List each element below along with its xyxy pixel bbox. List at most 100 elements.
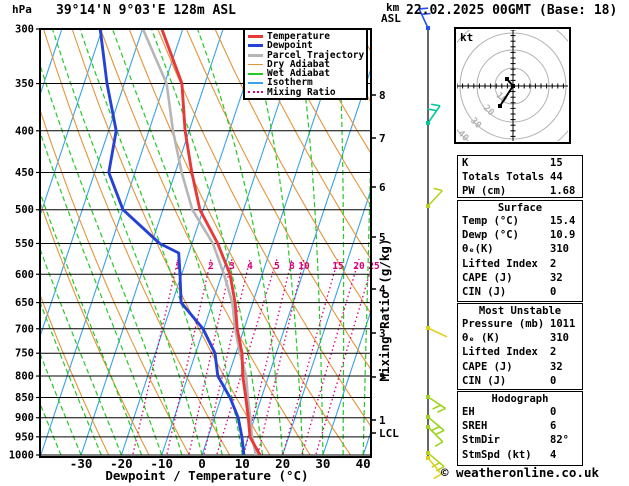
mixing-ratio-line — [166, 258, 212, 455]
pressure-tick-label: 950 — [15, 431, 34, 443]
table-row: EH 0 — [458, 405, 582, 419]
pressure-tick-label: 450 — [15, 167, 34, 179]
wet-adiabat-line — [40, 300, 102, 455]
table-row-value: 0 — [550, 406, 557, 418]
table-row-value: 0 — [550, 374, 557, 387]
legend-row: Parcel Trajectory — [248, 49, 366, 61]
table-title: Most Unstable — [478, 305, 562, 317]
chart-legend: Temperature Dewpoint Parcel Trajectory Dry … — [243, 28, 368, 101]
table-row-label: PW (cm) — [462, 185, 507, 198]
table-row: StmDir 82° — [458, 433, 582, 447]
wind-barb — [426, 415, 445, 436]
pressure-tick-label: 400 — [15, 125, 34, 137]
table-row: Lifted Index 2 — [458, 257, 582, 271]
hodograph-ring-label: 40 — [455, 129, 470, 144]
mixing-ratio-value-label: 3 — [229, 261, 235, 272]
mixing-ratio-value-label: 8 — [289, 261, 295, 272]
table-row-value: 15 — [550, 157, 563, 169]
wind-barb — [426, 187, 443, 208]
pressure-tick-label: 850 — [15, 392, 34, 404]
table-hodograph: Hodograph EH 0 SREH 6 StmDir 82° StmSpd (kt) 4 — [457, 391, 583, 466]
table-row-label: StmSpd (kt) — [462, 448, 532, 461]
parcel-trajectory-curve — [141, 29, 258, 455]
pressure-tick-label: 300 — [15, 24, 34, 36]
km-unit-label: km — [386, 1, 400, 14]
table-row-value: 10.9 — [550, 229, 576, 242]
mixing-ratio-line — [282, 258, 339, 455]
table-row-label: StmDir — [462, 434, 500, 447]
table-row: CAPE (J) 32 — [458, 271, 582, 285]
table-row: Pressure (mb) 1011 — [458, 317, 582, 331]
pressure-tick-label: 650 — [15, 297, 34, 309]
table-row-label: SREH — [462, 420, 488, 433]
legend-swatch-wet-adiabat — [248, 73, 263, 75]
wet-adiabat-line — [40, 62, 183, 455]
legend-row: Dewpoint — [248, 41, 366, 50]
wet-adiabat-line — [150, 29, 264, 455]
legend-row: Dry Adiabat — [248, 60, 366, 69]
mixing-ratio-line — [216, 258, 278, 455]
pressure-tick-label: 550 — [15, 238, 34, 250]
wet-adiabat-line — [40, 351, 82, 455]
table-row: Lifted Index 2 — [458, 345, 582, 359]
table-row-value: 0 — [550, 285, 557, 298]
table-row: CAPE (J) 32 — [458, 360, 582, 374]
legend-swatch-dewpoint — [248, 44, 263, 48]
asl-unit-label: ASL — [381, 12, 401, 25]
table-title: Surface — [497, 202, 543, 214]
mixing-ratio-value-label: 2 — [208, 261, 214, 272]
table-row-label: Dewp (°C) — [462, 229, 519, 242]
mixing-ratio-line — [257, 258, 305, 455]
mixing-ratio-line — [132, 258, 179, 455]
table-row-value: 15.4 — [550, 215, 576, 227]
dewpoint-curve — [98, 29, 246, 455]
isotherm-line — [40, 29, 184, 455]
table-row: CIN (J) 0 — [458, 374, 582, 388]
km-tick-label: 1 — [379, 414, 386, 427]
hodograph-unit-label: kt — [460, 31, 473, 44]
table-row-label: Pressure (mb) — [462, 318, 545, 330]
table-indices: K 15 Totals Totals 44 PW (cm) 1.68 — [457, 155, 583, 198]
wind-barb — [426, 425, 444, 448]
table-title: Hodograph — [491, 393, 549, 405]
table-row-value: 44 — [550, 171, 563, 184]
table-row-label: CIN (J) — [462, 285, 507, 298]
wet-adiabat-line — [51, 29, 203, 455]
table-row-label: Temp (°C) — [462, 215, 519, 227]
lcl-label: LCL — [379, 427, 399, 440]
table-row-value: 32 — [550, 360, 563, 373]
wet-adiabat-line — [40, 190, 143, 455]
x-axis-label: Dewpoint / Temperature (°C) — [105, 468, 309, 483]
mixing-ratio-axis-label: Mixing Ratio (g/kg) — [377, 238, 393, 382]
km-tick-label: 3 — [379, 327, 386, 340]
table-row-value: 1.68 — [550, 185, 576, 198]
table-row: Totals Totals 44 — [458, 170, 582, 184]
wet-adiabat-line — [79, 29, 223, 455]
table-row: Dewp (°C) 10.9 — [458, 228, 582, 242]
legend-label: Mixing Ratio — [267, 86, 336, 98]
mixing-ratio-value-label: 15 — [332, 261, 344, 272]
pressure-tick-label: 600 — [15, 269, 34, 281]
dry-adiabat-line — [300, 29, 371, 155]
table-most-unstable: Most Unstable Pressure (mb) 1011 θₑ (K) 310 L… — [457, 303, 583, 390]
table-row-label: Lifted Index — [462, 346, 538, 359]
dry-adiabat-line — [271, 29, 371, 207]
temp-tick-label: 0 — [198, 456, 206, 471]
temp-tick-label: 10 — [235, 456, 250, 471]
legend-label: Parcel Trajectory — [267, 49, 365, 61]
legend-label: Dry Adiabat — [267, 58, 330, 70]
dry-adiabat-line — [243, 29, 371, 261]
legend-label: Wet Adiabat — [267, 68, 330, 80]
pressure-unit-label: hPa — [12, 3, 32, 16]
km-tick-label: 2 — [379, 371, 386, 384]
wind-barb — [418, 7, 431, 30]
table-row: Temp (°C) 15.4 — [458, 214, 582, 228]
wind-barb — [426, 395, 447, 413]
pressure-tick-label: 800 — [15, 371, 34, 383]
wet-adiabat-line — [40, 130, 163, 455]
dry-adiabat-line — [71, 29, 271, 455]
temp-tick-label: 20 — [275, 456, 290, 471]
mixing-ratio-value-label: 20 — [353, 261, 365, 272]
